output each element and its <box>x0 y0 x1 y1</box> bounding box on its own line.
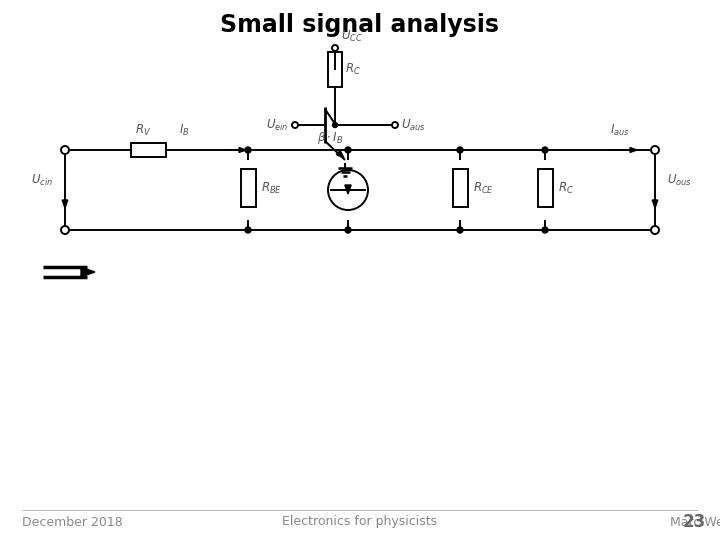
Text: $R_{BE}$: $R_{BE}$ <box>261 180 282 195</box>
Text: December 2018: December 2018 <box>22 516 122 529</box>
Circle shape <box>61 226 69 234</box>
Circle shape <box>328 170 368 210</box>
Polygon shape <box>630 147 637 152</box>
Polygon shape <box>81 267 95 277</box>
Polygon shape <box>652 200 658 208</box>
Text: $\beta \cdot I_B$: $\beta \cdot I_B$ <box>317 130 343 146</box>
Circle shape <box>457 227 463 233</box>
Text: Marc Weber - KIT: Marc Weber - KIT <box>670 516 720 529</box>
Bar <box>452 169 467 207</box>
Text: $U_{aus}$: $U_{aus}$ <box>401 117 426 132</box>
Circle shape <box>392 122 398 128</box>
Circle shape <box>457 147 463 153</box>
Circle shape <box>542 227 548 233</box>
Circle shape <box>245 227 251 233</box>
Circle shape <box>345 227 351 233</box>
Text: $U_{ous}$: $U_{ous}$ <box>667 172 692 187</box>
Circle shape <box>61 146 69 154</box>
Bar <box>328 52 342 87</box>
Text: $R_{CE}$: $R_{CE}$ <box>473 180 494 195</box>
Circle shape <box>292 122 298 128</box>
Polygon shape <box>336 151 344 158</box>
Polygon shape <box>62 200 68 208</box>
Text: 23: 23 <box>683 513 706 531</box>
Text: $I_B$: $I_B$ <box>179 123 189 138</box>
Text: $U_{cin}$: $U_{cin}$ <box>31 172 53 187</box>
Bar <box>538 169 552 207</box>
Circle shape <box>345 147 351 153</box>
Text: $I_{aus}$: $I_{aus}$ <box>610 123 630 138</box>
Circle shape <box>245 147 251 153</box>
Bar <box>240 169 256 207</box>
Polygon shape <box>345 185 351 194</box>
Circle shape <box>651 146 659 154</box>
Text: $R_C$: $R_C$ <box>558 180 574 195</box>
Circle shape <box>333 123 338 127</box>
Polygon shape <box>239 147 246 152</box>
Circle shape <box>332 45 338 51</box>
Circle shape <box>651 226 659 234</box>
Text: $U_{ein}$: $U_{ein}$ <box>266 117 289 132</box>
Text: Small signal analysis: Small signal analysis <box>220 13 500 37</box>
Bar <box>130 143 166 157</box>
Text: $R_V$: $R_V$ <box>135 123 151 138</box>
Text: $R_C$: $R_C$ <box>345 62 361 77</box>
Text: $U_{CC}$: $U_{CC}$ <box>341 29 363 44</box>
Circle shape <box>542 147 548 153</box>
Text: Electronics for physicists: Electronics for physicists <box>282 516 438 529</box>
